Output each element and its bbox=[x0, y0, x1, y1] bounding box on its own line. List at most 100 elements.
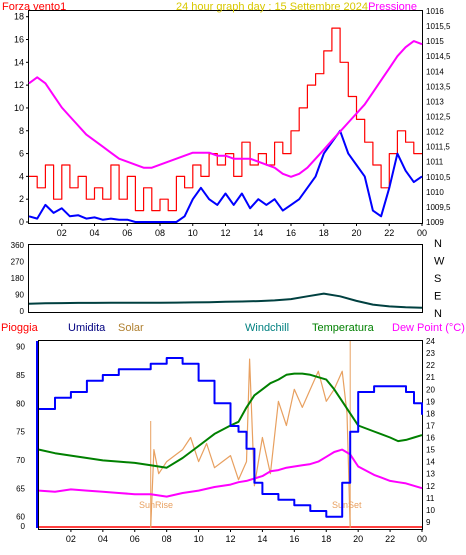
humidity-tick-label: 0 bbox=[21, 522, 26, 531]
x-tick-label: 18 bbox=[319, 228, 329, 238]
pressure-tick-label: 1009,5 bbox=[426, 203, 451, 212]
pressure-tick-label: 1014 bbox=[426, 67, 444, 76]
x-tick-label: 14 bbox=[253, 228, 263, 238]
temperature-chart-frame bbox=[38, 340, 423, 530]
y-tick-label: 10 bbox=[14, 103, 24, 113]
wind-speed-line bbox=[28, 129, 423, 223]
temperature-tick-label: 17 bbox=[426, 421, 435, 430]
temperature-tick-label: 18 bbox=[426, 409, 435, 418]
humidity-tick-label: 80 bbox=[16, 399, 25, 408]
y-tick-label: 16 bbox=[14, 35, 24, 45]
wind-gust-line bbox=[29, 27, 422, 212]
direction-tick-label: 180 bbox=[11, 274, 25, 283]
temperature-tick-label: 20 bbox=[426, 385, 435, 394]
chart-title: 24 hour graph day : 15 Settembre 2024 bbox=[176, 1, 368, 13]
wind-direction-line bbox=[28, 292, 423, 309]
temperature-tick-label: 16 bbox=[426, 434, 435, 443]
y-tick-label: 12 bbox=[14, 80, 24, 90]
x-tick-label: 16 bbox=[289, 534, 299, 544]
x-tick-label: 08 bbox=[155, 228, 165, 238]
y-tick-label: 8 bbox=[19, 126, 24, 136]
compass-label: S bbox=[434, 273, 441, 285]
pressure-tick-label: 1012,5 bbox=[426, 113, 451, 122]
x-tick-label: 14 bbox=[257, 534, 267, 544]
x-tick-label: 22 bbox=[384, 228, 394, 238]
temperature-tick-label: 15 bbox=[426, 446, 435, 455]
solar-line bbox=[150, 358, 351, 529]
temperature-tick-label: 11 bbox=[426, 494, 435, 503]
x-tick-label: 04 bbox=[98, 534, 108, 544]
wind-axis-label: Forza vento1 bbox=[2, 1, 66, 13]
pressure-tick-label: 1013 bbox=[426, 97, 444, 106]
pressure-tick-label: 1012 bbox=[426, 128, 444, 137]
sunset-label: SunSet bbox=[332, 500, 362, 510]
x-tick-label: 12 bbox=[225, 534, 235, 544]
legend-solar: Solar bbox=[118, 322, 144, 334]
x-tick-label: 06 bbox=[130, 534, 140, 544]
y-tick-label: 14 bbox=[14, 57, 24, 67]
pressure-tick-label: 1016 bbox=[426, 7, 444, 16]
pressure-tick-label: 1009 bbox=[426, 218, 444, 227]
x-tick-label: 10 bbox=[188, 228, 198, 238]
x-tick-label: 02 bbox=[57, 228, 67, 238]
x-tick-label: 02 bbox=[66, 534, 76, 544]
pressure-tick-label: 1010 bbox=[426, 188, 444, 197]
x-tick-label: 20 bbox=[351, 228, 361, 238]
temperature-line bbox=[38, 372, 423, 469]
pressure-tick-label: 1011,5 bbox=[426, 143, 450, 152]
compass-label: N bbox=[434, 308, 442, 320]
temperature-tick-label: 21 bbox=[426, 373, 435, 382]
direction-tick-label: 270 bbox=[11, 258, 25, 267]
compass-label: W bbox=[434, 256, 445, 268]
humidity-line bbox=[39, 357, 423, 518]
direction-tick-label: 0 bbox=[20, 307, 25, 316]
humidity-tick-label: 60 bbox=[16, 513, 25, 522]
y-tick-label: 4 bbox=[19, 171, 24, 181]
temperature-tick-label: 19 bbox=[426, 397, 435, 406]
temperature-tick-label: 22 bbox=[426, 361, 435, 370]
humidity-tick-label: 70 bbox=[16, 456, 25, 465]
pressure-tick-label: 1015,5 bbox=[426, 22, 451, 31]
legend-pioggia: Pioggia bbox=[1, 322, 39, 334]
pressure-line bbox=[28, 40, 423, 178]
direction-tick-label: 90 bbox=[15, 291, 24, 300]
temperature-tick-label: 13 bbox=[426, 470, 435, 479]
y-tick-label: 6 bbox=[19, 149, 24, 159]
pressure-tick-label: 1011 bbox=[426, 158, 444, 167]
legend-temperatura: Temperatura bbox=[312, 322, 375, 334]
dew-point-line bbox=[38, 448, 423, 498]
humidity-tick-label: 90 bbox=[16, 343, 25, 352]
x-tick-label: 04 bbox=[89, 228, 99, 238]
x-tick-label: 12 bbox=[220, 228, 230, 238]
temperature-tick-label: 10 bbox=[426, 506, 435, 515]
humidity-tick-label: 65 bbox=[16, 484, 25, 493]
y-tick-label: 18 bbox=[14, 12, 24, 22]
pressure-axis-label: Pressione bbox=[368, 1, 417, 13]
y-tick-label: 0 bbox=[19, 217, 24, 227]
temperature-tick-label: 24 bbox=[426, 337, 435, 346]
temperature-tick-label: 12 bbox=[426, 482, 435, 491]
sunrise-label: SunRise bbox=[139, 500, 173, 510]
x-tick-label: 18 bbox=[321, 534, 331, 544]
direction-tick-label: 360 bbox=[11, 241, 25, 250]
x-tick-label: 00 bbox=[417, 228, 427, 238]
y-tick-label: 2 bbox=[19, 194, 24, 204]
compass-label: E bbox=[434, 291, 441, 303]
x-tick-label: 16 bbox=[286, 228, 296, 238]
pressure-tick-label: 1013,5 bbox=[426, 82, 451, 91]
pressure-tick-label: 1015 bbox=[426, 37, 444, 46]
temperature-tick-label: 9 bbox=[426, 518, 431, 527]
temperature-tick-label: 23 bbox=[426, 349, 435, 358]
compass-label: N bbox=[434, 238, 442, 250]
x-tick-label: 10 bbox=[194, 534, 204, 544]
x-tick-label: 20 bbox=[353, 534, 363, 544]
humidity-tick-label: 75 bbox=[16, 428, 25, 437]
x-tick-label: 08 bbox=[162, 534, 172, 544]
x-tick-label: 22 bbox=[385, 534, 395, 544]
x-tick-label: 06 bbox=[122, 228, 132, 238]
legend-dew-point: Dew Point (°C) bbox=[392, 322, 465, 334]
temperature-tick-label: 14 bbox=[426, 458, 435, 467]
x-tick-label: 00 bbox=[417, 534, 427, 544]
wind-chart-frame bbox=[28, 10, 423, 224]
